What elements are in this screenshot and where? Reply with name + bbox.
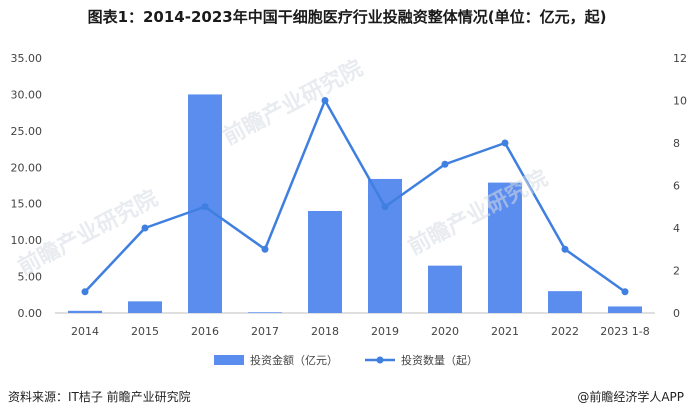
x-tick-label: 2019: [371, 325, 399, 338]
y-right-tick-label: 2: [673, 265, 680, 278]
count-line: [84, 99, 626, 293]
bar-2017: [248, 312, 282, 313]
count-point-2022: [561, 245, 569, 253]
y-left-tick-label: 5.00: [18, 271, 43, 284]
chart-title: 图表1：2014-2023年中国干细胞医疗行业投融资整体情况(单位：亿元，起): [87, 8, 607, 26]
y-left-tick-label: 10.00: [11, 234, 43, 247]
x-tick-label: 2016: [191, 325, 219, 338]
x-tick-label: 2021: [491, 325, 519, 338]
count-point-2016: [201, 203, 209, 211]
x-tick-label: 2014: [71, 325, 99, 338]
legend-line-marker: [376, 356, 384, 364]
x-tick-label: 2023 1-8: [600, 325, 649, 338]
y-right-tick-label: 8: [673, 137, 680, 150]
bar-2022: [548, 291, 582, 313]
bar-2019: [368, 178, 402, 313]
x-tick-label: 2015: [131, 325, 159, 338]
bar-2015: [128, 301, 162, 313]
bar-2020: [428, 265, 462, 313]
x-tick-label: 2017: [251, 325, 279, 338]
source-note: 资料来源：IT桔子 前瞻产业研究院: [8, 390, 191, 404]
y-right-tick-label: 0: [673, 307, 680, 320]
x-tick-label: 2022: [551, 325, 579, 338]
bar-2014: [68, 310, 102, 313]
chart-canvas: 0.00 5.00 10.00 15.00 20.00 25.00 30.00 35.00 0 2…: [11, 52, 688, 367]
bar-2023 1-8: [608, 306, 642, 313]
y-left-tick-label: 35.00: [11, 52, 43, 65]
count-point-2021: [501, 139, 509, 147]
y-left-tick-label: 25.00: [11, 125, 43, 138]
count-point-2017: [261, 245, 269, 253]
x-tick-label: 2018: [311, 325, 339, 338]
count-point-2023 1-8: [621, 288, 629, 296]
legend-bar-swatch: [214, 355, 244, 365]
bar-2018: [308, 211, 342, 313]
y-left-tick-label: 0.00: [18, 307, 43, 320]
y-right-tick-label: 4: [673, 222, 680, 235]
count-point-2018: [321, 97, 329, 104]
y-left-tick-label: 20.00: [11, 161, 43, 174]
bar-2021: [488, 182, 522, 313]
count-point-2019: [381, 203, 389, 211]
count-point-2014: [81, 288, 89, 296]
y-left-tick-label: 30.00: [11, 88, 43, 101]
y-right-tick-label: 10: [673, 95, 687, 108]
count-point-2020: [441, 160, 449, 168]
x-tick-label: 2020: [431, 325, 459, 338]
legend-line-label: 投资数量（起）: [401, 353, 478, 367]
count-point-2015: [141, 224, 149, 232]
y-right-tick-label: 12: [673, 52, 687, 65]
y-right-tick-label: 6: [673, 180, 680, 193]
y-left-tick-label: 15.00: [11, 198, 43, 211]
legend-bar-label: 投资金额（亿元）: [250, 353, 338, 367]
brand-note: @前瞻经济学人APP: [577, 390, 684, 404]
